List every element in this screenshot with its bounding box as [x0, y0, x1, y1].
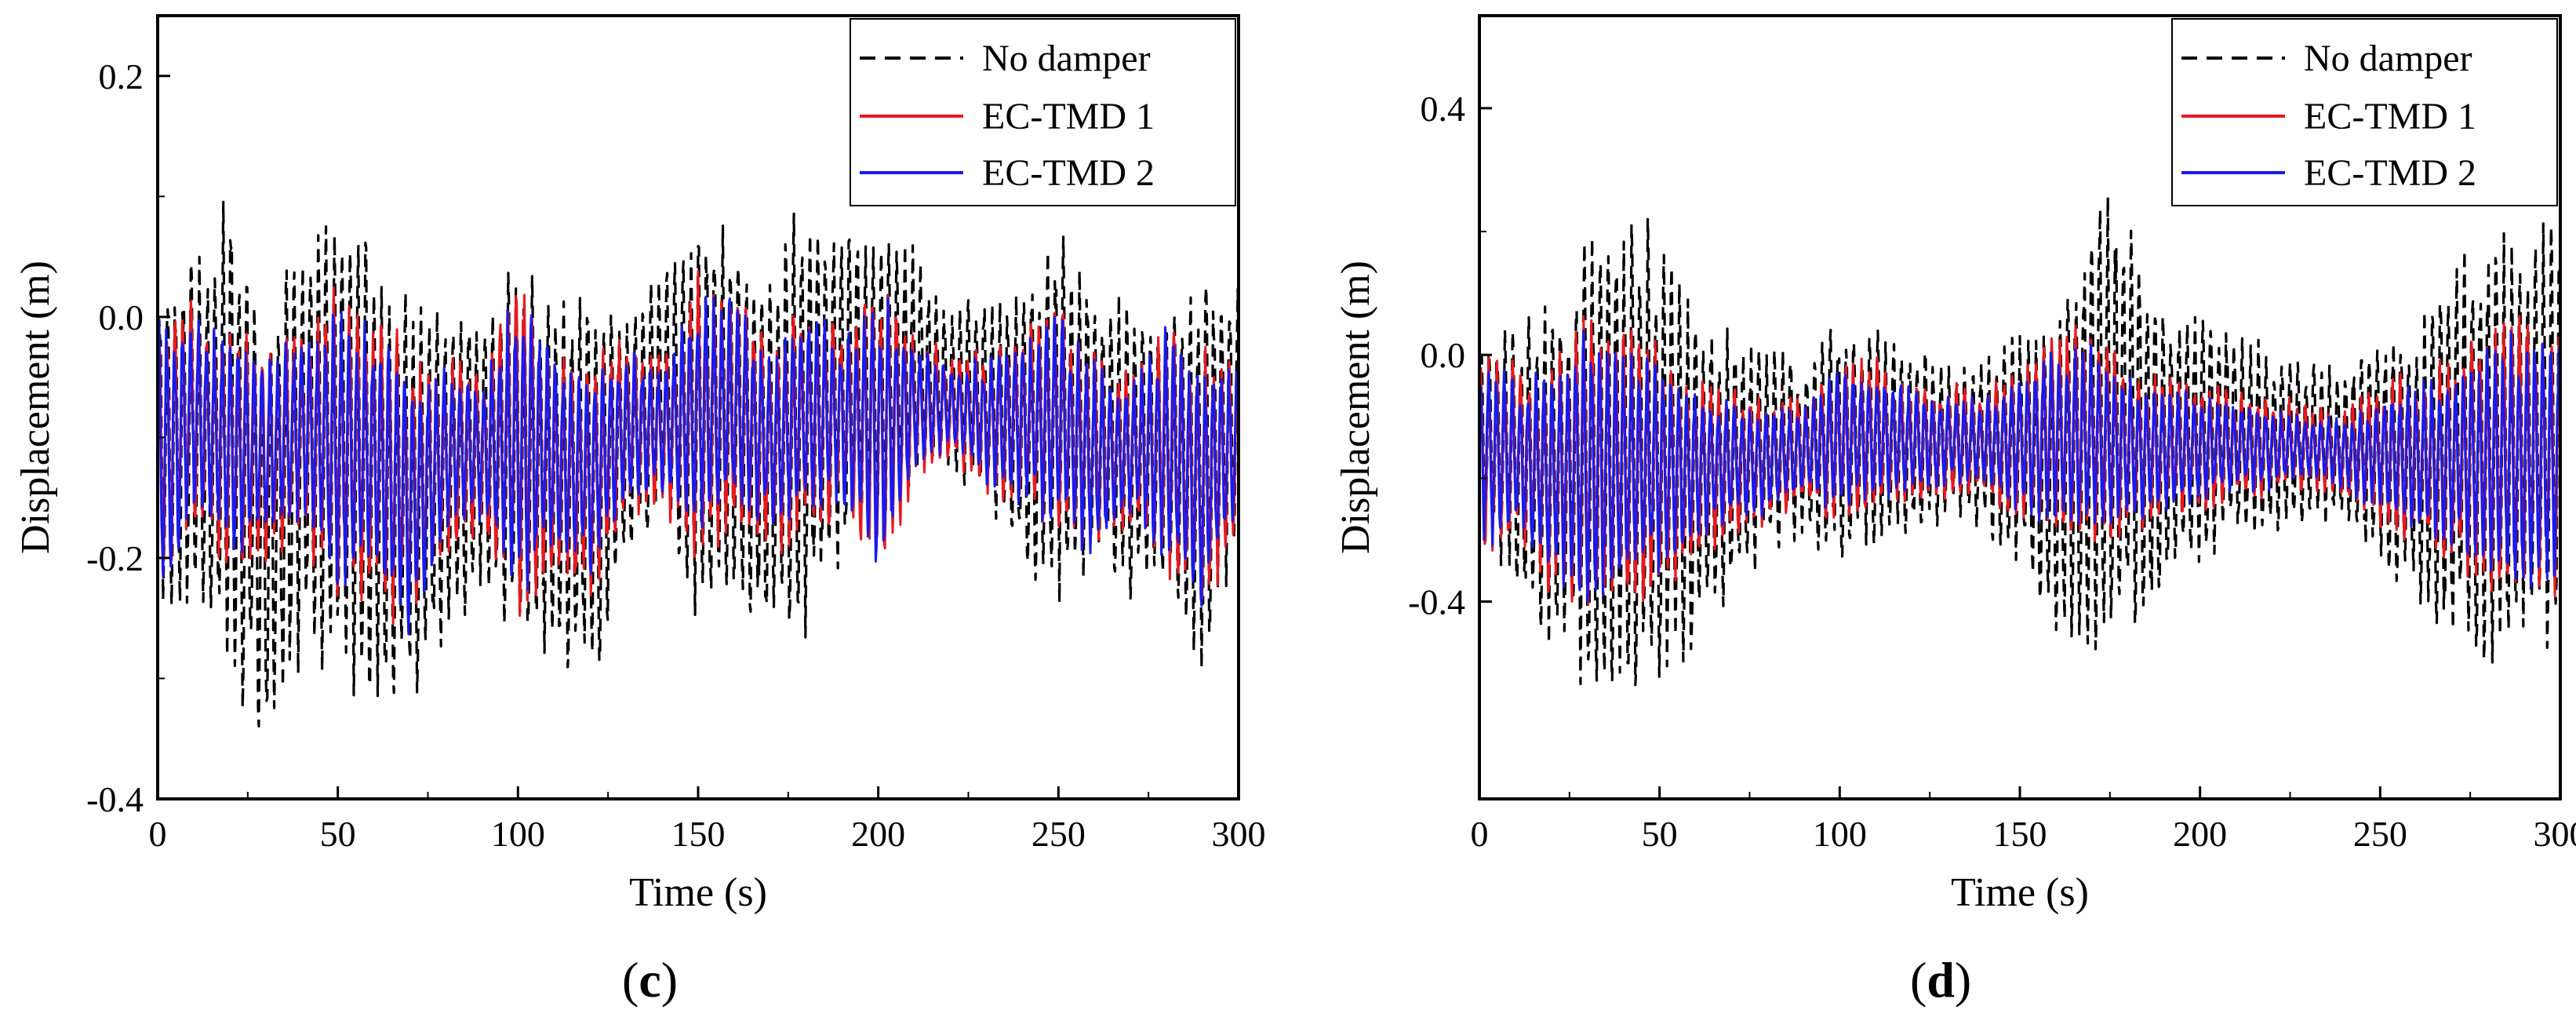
panel-c-legend: No damper EC-TMD 1 EC-TMD 2: [850, 18, 1236, 206]
panel-c-y-tick-label: 0.2: [99, 57, 144, 97]
panel-c-legend-label-ec-tmd-1: EC-TMD 1: [982, 96, 1155, 137]
panel-d-y-axis: -0.4 0.0 0.4: [1408, 89, 1492, 622]
panel-d-label-open-paren: (: [1910, 952, 1927, 1008]
panel-c-y-axis: -0.4 -0.2 0.0 0.2: [86, 57, 170, 819]
panel-c-x-tick-label: 150: [671, 814, 726, 854]
panel-c-label-close-paren: ): [661, 952, 678, 1008]
panel-c-y-tick-label: -0.4: [86, 779, 144, 819]
panel-c-series-no-damper: [156, 200, 1240, 727]
panel-c-y-tick-label: -0.2: [86, 538, 144, 578]
panel-d-legend-box: [2171, 18, 2558, 206]
panel-d-x-tick-label: 50: [1642, 814, 1678, 854]
panel-c-x-axis: 0 50 100 150 200 250 300: [149, 786, 1266, 854]
panel-d-x-tick-label: 250: [2353, 814, 2407, 854]
panel-c-x-tick-label: 100: [491, 814, 545, 854]
panel-d-legend-label-ec-tmd-2: EC-TMD 2: [2304, 152, 2476, 194]
panel-c-x-tick-label: 50: [320, 814, 356, 854]
panel-c-series-ec-tmd-2: [156, 295, 1240, 636]
panel-d-y-tick-label: 0.4: [1421, 89, 1466, 129]
panel-d-legend-label-ec-tmd-1: EC-TMD 1: [2304, 96, 2476, 137]
panel-c-x-tick-label: 0: [149, 814, 167, 854]
panel-d-y-tick-label: -0.4: [1408, 582, 1465, 622]
panel-d-label-letter: d: [1927, 952, 1955, 1008]
panel-d-label-close-paren: ): [1955, 952, 1971, 1008]
panel-c-x-tick-label: 300: [1212, 814, 1266, 854]
panel-c-legend-box: [850, 18, 1236, 206]
panel-c-legend-label-ec-tmd-2: EC-TMD 2: [982, 152, 1155, 194]
panel-d-label: (d): [1910, 952, 1971, 1008]
panel-c-label-letter: c: [639, 952, 660, 1008]
panel-c-traces: [156, 200, 1240, 727]
panel-d-x-tick-label: 150: [1993, 814, 2047, 854]
panel-d-series-ec-tmd-2: [1478, 330, 2562, 603]
panel-d-x-tick-label: 0: [1471, 814, 1489, 854]
panel-d-traces: [1478, 195, 2562, 687]
panel-d-legend-label-no-damper: No damper: [2304, 38, 2472, 79]
panel-c-x-tick-label: 250: [1031, 814, 1086, 854]
panel-d-x-axis-title: Time (s): [1951, 870, 2089, 915]
panel-c-y-tick-label: 0.0: [99, 297, 144, 337]
panel-c-y-axis-title: Displacement (m): [13, 261, 58, 554]
panel-d-x-tick-label: 100: [1813, 814, 1867, 854]
panel-c-x-axis-title: Time (s): [629, 870, 767, 915]
panel-c-label: (c): [622, 952, 678, 1008]
panel-c-x-tick-label: 200: [851, 814, 905, 854]
panel-d-legend: No damper EC-TMD 1 EC-TMD 2: [2171, 18, 2558, 206]
panel-d-y-tick-label: 0.0: [1421, 335, 1466, 375]
panel-c-label-open-paren: (: [622, 952, 639, 1008]
panel-c-legend-label-no-damper: No damper: [982, 38, 1151, 79]
panel-d-y-axis-title: Displacement (m): [1333, 261, 1378, 554]
panel-d-chart: 0 50 100 150 200 250 300 -0.4 0.0 0.4 Time (s) D…: [1333, 14, 2576, 1008]
panel-c-series-ec-tmd-1: [156, 270, 1240, 625]
panel-d-x-tick-label: 300: [2534, 814, 2576, 854]
panel-d-x-tick-label: 200: [2173, 814, 2227, 854]
panel-c-chart: 0 50 100 150 200 250 300 -0.4 -0.2 0.0 0.2 Time (…: [13, 14, 1266, 1008]
panel-d-x-axis: 0 50 100 150 200 250 300: [1471, 786, 2576, 854]
